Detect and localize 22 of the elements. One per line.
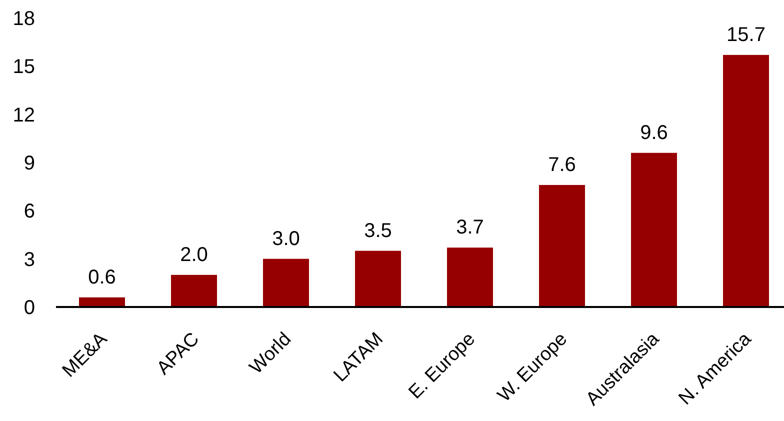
y-tick-label: 18 — [12, 8, 35, 30]
data-label: 9.6 — [640, 122, 668, 144]
y-tick-label: 6 — [24, 200, 35, 223]
bar — [263, 258, 309, 307]
y-tick-label: 9 — [24, 152, 35, 174]
data-label: 3.0 — [272, 228, 300, 250]
bar — [447, 248, 493, 307]
data-label: 2.0 — [180, 244, 208, 266]
y-tick-label: 3 — [24, 248, 35, 271]
y-tick-label: 15 — [12, 56, 35, 78]
y-tick-label: 12 — [12, 104, 35, 126]
y-tick-label: 0 — [24, 297, 35, 319]
bar — [355, 250, 401, 307]
data-label: 3.5 — [364, 220, 392, 242]
bar — [631, 152, 677, 307]
bar — [539, 184, 585, 307]
data-label: 0.6 — [88, 266, 116, 288]
data-label: 3.7 — [456, 216, 484, 239]
data-label: 7.6 — [548, 154, 576, 176]
bar — [171, 274, 217, 307]
bar — [723, 54, 769, 307]
data-label: 15.7 — [726, 24, 766, 46]
